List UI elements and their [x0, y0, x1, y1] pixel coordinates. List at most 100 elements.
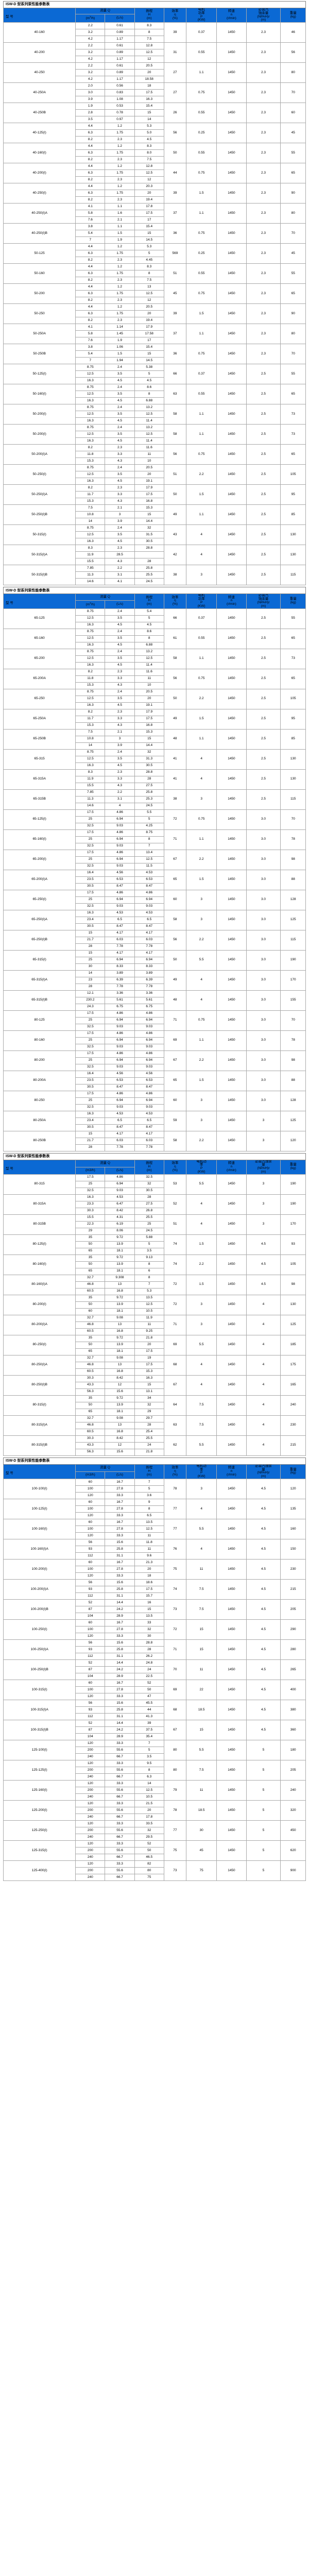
- cell-flow-m3h: 4.2: [75, 56, 106, 63]
- cell-flow-m3h: 60: [75, 1559, 106, 1566]
- cell-flow-m3h: 16.4: [75, 869, 106, 877]
- cell-flow-m3h: 3.2: [75, 49, 106, 57]
- cell-head: 30.5: [134, 762, 164, 770]
- col-header-efficiency: 效率 η (%): [163, 1464, 186, 1480]
- cell-flow-m3h: 12.5: [75, 655, 106, 663]
- cell-flow-ls: 9.72: [105, 1254, 135, 1262]
- cell-power: 0.55: [185, 143, 217, 164]
- cell-flow-ls: 31.1: [105, 1592, 135, 1600]
- cell-head: 24.5: [134, 802, 164, 810]
- table-row: 25 6.94 6.94: [4, 896, 306, 904]
- cell-head: 32: [134, 524, 164, 532]
- cell-flow-m3h: 60: [75, 1619, 106, 1626]
- cell-head: 30.5: [134, 1187, 164, 1195]
- cell-model: 65-200(I): [3, 849, 76, 870]
- col-header-power-line-3: (KW): [197, 604, 205, 608]
- cell-flow-m3h: 32.7: [75, 1354, 106, 1362]
- table-row: 80-200 17.5 4.86 4.86 67 2.2 1450 3.0 98: [3, 1050, 306, 1071]
- cell-flow-m3h: 25: [75, 956, 106, 964]
- table-wrapper-2: ISW-D 型系列泵性能参数表型 号流量 Q 扬程 H (m) 效率 η (%) 电机功率 P(…: [0, 1152, 309, 1456]
- cell-model: 125-250(I): [3, 1820, 76, 1841]
- cell-flow-ls: 33.3: [105, 1760, 135, 1767]
- cell-power: 3: [185, 1110, 217, 1131]
- cell-power: 2.2: [185, 929, 217, 951]
- cell-npsh: 3.0: [246, 1070, 281, 1091]
- table-row: 3.5 0.97 14: [4, 116, 306, 124]
- cell-flow-m3h: 16.3: [75, 397, 106, 405]
- col-header-speed-line-0: 转速: [228, 1161, 235, 1165]
- col-header-npsh-line-3: (m): [261, 1170, 266, 1174]
- table-row: 100-200(I)B 52 14.4 16 73 7.5 1450 4.5 205: [3, 1599, 306, 1620]
- cell-flow-ls: 33.3: [105, 1572, 135, 1580]
- cell-efficiency: 66: [163, 364, 186, 385]
- col-header-weight-line-0: 重量: [289, 597, 297, 601]
- cell-npsh: 4: [246, 1415, 281, 1436]
- cell-weight: 620: [280, 1840, 306, 1861]
- cell-efficiency: 41: [163, 749, 186, 770]
- cell-power: 0.75: [185, 163, 217, 184]
- cell-flow-ls: 4.17: [105, 950, 135, 957]
- cell-speed: 1450: [216, 970, 247, 991]
- table-row: 11.3 3.1 25.3: [4, 795, 306, 803]
- cell-efficiency: 80: [163, 1760, 186, 1781]
- cell-power: 4: [185, 524, 217, 546]
- cell-head: 5: [134, 370, 164, 378]
- cell-efficiency: 39: [163, 183, 186, 204]
- cell-weight: 205: [280, 1760, 306, 1781]
- cell-flow-ls: 3.36: [105, 990, 135, 997]
- cell-flow-m3h: 50: [75, 1341, 106, 1349]
- table-row: 16.3 4.5 4.5: [4, 621, 306, 629]
- table-row: 65-315 8.75 2.4 32 41 4 1450 2.5 130: [3, 749, 306, 770]
- table-row: 8.2 2.3 12: [4, 297, 306, 304]
- cell-weight: 130: [280, 545, 306, 566]
- cell-speed: 1450: [216, 789, 247, 810]
- cell-flow-m3h: 8.75: [75, 688, 106, 696]
- cell-flow-m3h: 7: [75, 357, 106, 365]
- cell-weight: 130: [280, 749, 306, 770]
- cell-head: 4.56: [134, 1070, 164, 1078]
- cell-flow-m3h: 16.4: [75, 1070, 106, 1078]
- cell-npsh: 3: [246, 1110, 281, 1131]
- table-row: 40-200 2.2 0.61 12.8 31 0.55 1450 2.3 56: [3, 42, 306, 63]
- cell-head: 31.5: [134, 531, 164, 539]
- cell-power: 7.5: [185, 1395, 217, 1416]
- cell-head: 8: [134, 1274, 164, 1282]
- cell-model: 100-125(I): [3, 1499, 76, 1519]
- cell-head: 5.3: [134, 1287, 164, 1295]
- table-row: 87 24.2 24: [4, 1666, 306, 1673]
- table-row: 100 27.8 5: [4, 1485, 306, 1493]
- cell-speed: 1450: [216, 1499, 247, 1519]
- cell-head: 12.5: [134, 1526, 164, 1533]
- cell-head: 9.03: [134, 1104, 164, 1111]
- table-row: 46.8 13 7: [4, 1281, 306, 1289]
- cell-flow-m3h: 15: [75, 1130, 106, 1138]
- cell-head: 6.39: [134, 976, 164, 984]
- header-row-units: (m3/h) (L/s): [4, 1471, 306, 1480]
- cell-head: 15.3: [134, 728, 164, 736]
- table-row: 6.3 1.75 12.5: [4, 170, 306, 177]
- cell-efficiency: 58: [163, 648, 186, 669]
- cell-power: 2.2: [185, 1254, 217, 1275]
- cell-efficiency: 63: [163, 384, 186, 405]
- cell-flow-m3h: 120: [75, 1840, 106, 1848]
- cell-flow-ls: 3.5: [105, 431, 135, 438]
- cell-head: 4.5: [134, 621, 164, 629]
- table-row: 50-315(I)B 7.85 2.2 25.8 38 3 1450 2.5 115: [3, 565, 306, 586]
- cell-model: 50-125: [3, 243, 76, 264]
- table-row: 80-250B 15 4.17 4.17 58 2.2 1450 3 120: [3, 1130, 306, 1151]
- col-header-power-line-0: 电机功: [196, 1160, 207, 1163]
- cell-flow-m3h: 30.3: [75, 1375, 106, 1382]
- cell-flow-m3h: 8.75: [75, 464, 106, 472]
- cell-model: 40-125(I): [3, 123, 76, 144]
- cell-flow-ls: 3: [105, 735, 135, 743]
- cell-efficiency: 71: [163, 1010, 186, 1031]
- cell-flow-m3h: 6.3: [75, 310, 106, 318]
- cell-flow-ls: 1.75: [105, 190, 135, 197]
- cell-flow-ls: 24.2: [105, 1726, 135, 1734]
- cell-efficiency: 58: [163, 1130, 186, 1151]
- cell-flow-m3h: 7.5: [75, 504, 106, 512]
- cell-head: 11.4: [134, 662, 164, 669]
- cell-flow-m3h: 112: [75, 1653, 106, 1660]
- cell-npsh: 2.3: [246, 183, 281, 204]
- cell-flow-m3h: 104: [75, 1613, 106, 1620]
